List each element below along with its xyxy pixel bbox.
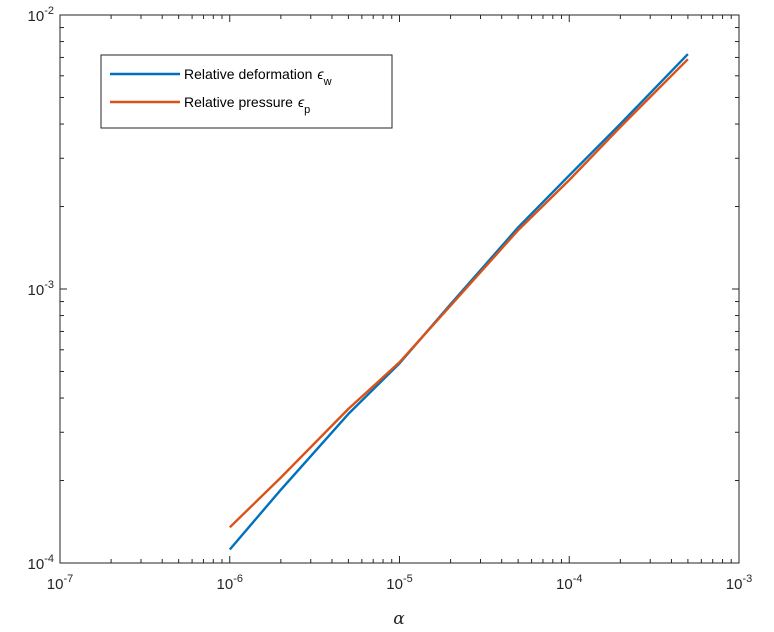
legend-label: Relative deformation ϵw [184, 66, 332, 88]
y-tick-label: 10-2 [28, 5, 54, 25]
legend: Relative deformation ϵw Relative pressure ϵ… [100, 54, 393, 129]
major-ticks [59, 14, 740, 564]
x-tick-label: 10-3 [726, 573, 752, 593]
y-tick-labels: 10-4 10-3 10-2 [28, 5, 54, 573]
x-tick-label: 10-5 [386, 573, 412, 593]
x-axis-label: α [393, 609, 405, 629]
legend-box [100, 54, 393, 129]
y-tick-label: 10-3 [28, 279, 54, 299]
x-tick-label: 10-6 [217, 573, 243, 593]
minor-ticks [60, 15, 739, 563]
series-line-pressure [228, 58, 689, 529]
legend-label: Relative pressure ϵp [184, 94, 310, 116]
x-tick-labels: 10-7 10-6 10-5 10-4 10-3 [47, 573, 752, 593]
x-tick-label: 10-4 [556, 573, 582, 593]
x-tick-label: 10-7 [47, 573, 73, 593]
series-layer [228, 53, 689, 551]
y-tick-label: 10-4 [28, 553, 54, 573]
